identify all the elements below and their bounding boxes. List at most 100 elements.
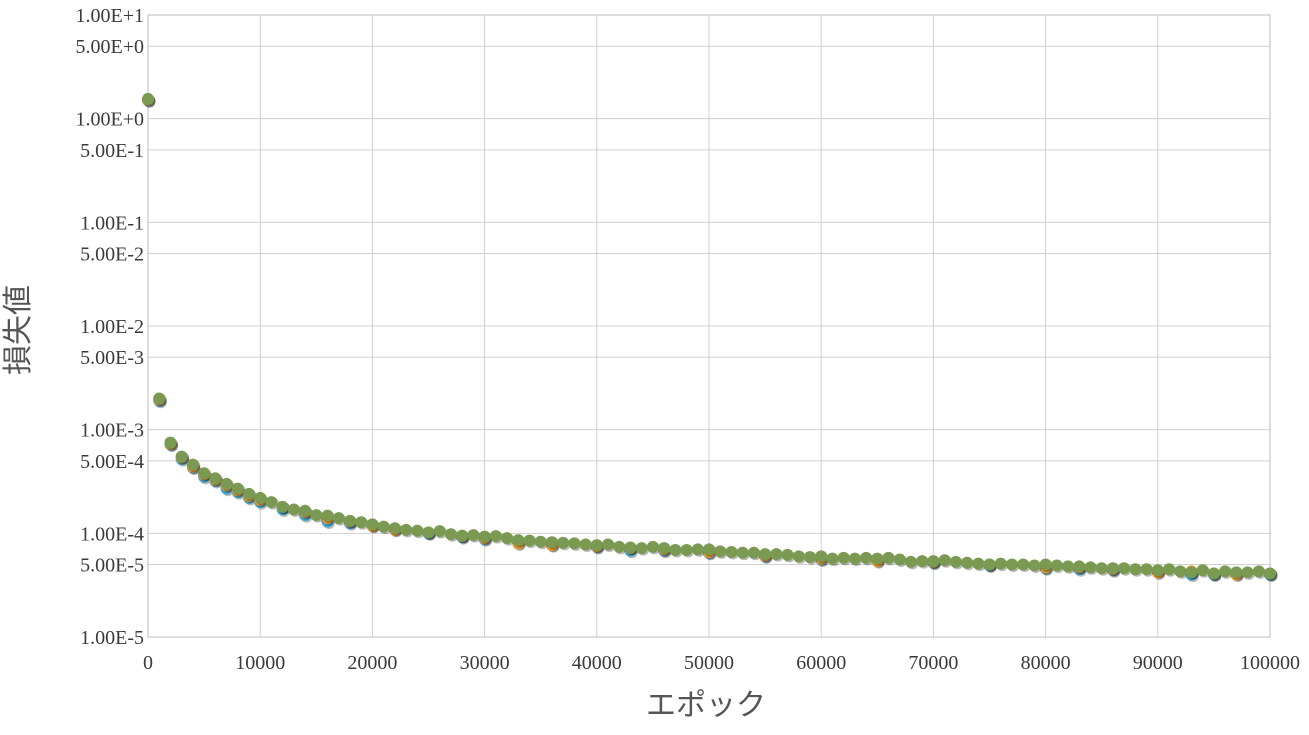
data-point <box>355 516 368 529</box>
data-point <box>310 509 323 522</box>
x-tick-label: 80000 <box>1021 652 1071 674</box>
data-point <box>590 539 603 552</box>
series-2 <box>142 93 1278 583</box>
series-3 <box>142 92 1278 581</box>
y-tick-label: 1.00E-4 <box>80 523 144 545</box>
data-point <box>1174 565 1187 578</box>
data-point <box>1062 560 1075 573</box>
data-point <box>1039 558 1052 571</box>
x-tick-label: 30000 <box>460 652 510 674</box>
data-point <box>658 542 671 555</box>
data-points <box>142 92 1278 583</box>
y-tick-label: 5.00E-3 <box>80 347 144 369</box>
data-point <box>501 532 514 545</box>
data-point <box>1151 564 1164 577</box>
data-point <box>927 555 940 568</box>
data-point <box>691 543 704 556</box>
y-tick-label: 1.00E+0 <box>76 109 145 131</box>
data-point <box>467 529 480 542</box>
y-tick-label: 1.00E-2 <box>80 316 144 338</box>
y-tick-label: 5.00E-1 <box>80 140 144 162</box>
data-point <box>613 540 626 553</box>
data-point <box>961 556 974 569</box>
data-point <box>1140 563 1153 576</box>
data-point <box>646 540 659 553</box>
plot-area-frame <box>147 14 1271 638</box>
data-point <box>220 477 233 490</box>
data-point <box>871 552 884 565</box>
data-point <box>893 553 906 566</box>
data-point <box>377 520 390 533</box>
data-point <box>882 551 895 564</box>
data-point <box>792 550 805 563</box>
x-axis-title: エポック <box>646 688 766 723</box>
data-point <box>983 558 996 571</box>
data-point <box>837 551 850 564</box>
data-point <box>523 534 536 547</box>
data-point <box>400 523 413 536</box>
data-point <box>534 535 547 548</box>
data-point <box>444 528 457 541</box>
data-point <box>478 530 491 543</box>
y-tick-label: 1.00E-3 <box>80 420 144 442</box>
data-point <box>254 491 267 504</box>
data-point <box>321 509 334 522</box>
data-point <box>1252 565 1265 578</box>
data-point <box>231 482 244 495</box>
data-point <box>781 548 794 561</box>
data-point <box>198 467 211 480</box>
data-point <box>1230 566 1243 579</box>
x-tick-label: 90000 <box>1133 652 1183 674</box>
series-1 <box>142 94 1278 583</box>
data-point <box>579 538 592 551</box>
data-point <box>456 529 469 542</box>
data-point <box>276 500 289 513</box>
data-point <box>142 92 154 105</box>
x-tick-label: 20000 <box>347 652 397 674</box>
data-point <box>1073 560 1086 573</box>
data-point <box>1017 558 1030 571</box>
y-tick-label: 1.00E-1 <box>80 212 144 234</box>
data-point <box>186 458 199 471</box>
data-point <box>703 543 715 556</box>
data-point <box>848 552 861 565</box>
data-point <box>815 550 828 563</box>
y-tick-label: 1.00E+1 <box>76 5 145 27</box>
data-point <box>803 551 816 564</box>
y-tick-label: 5.00E+0 <box>76 36 145 58</box>
data-point <box>1264 567 1276 580</box>
y-tick-label: 5.00E-2 <box>80 244 144 266</box>
data-point <box>916 555 929 568</box>
data-point <box>904 555 917 568</box>
data-point <box>860 551 873 564</box>
data-point <box>512 534 525 547</box>
x-axis-tick-labels: 0 10000 20000 30000 40000 50000 60000 70000 8000… <box>143 652 1300 674</box>
data-point <box>1196 564 1209 577</box>
data-point <box>568 537 581 550</box>
data-point <box>545 536 558 549</box>
data-point <box>388 522 401 535</box>
data-point <box>1095 562 1108 575</box>
y-axis-title: 損失値 <box>1 285 36 375</box>
y-tick-label: 1.00E-5 <box>80 627 144 649</box>
data-point <box>164 436 177 449</box>
data-point <box>1185 566 1198 579</box>
data-point <box>242 487 255 500</box>
data-point <box>736 546 749 559</box>
data-point <box>422 526 435 539</box>
data-point <box>557 536 570 549</box>
data-point <box>411 524 424 537</box>
data-point <box>1106 562 1119 575</box>
data-point <box>994 557 1007 570</box>
data-point <box>1005 558 1018 571</box>
data-point <box>265 496 278 509</box>
data-point <box>287 503 300 516</box>
data-point <box>602 538 615 551</box>
data-point <box>669 544 682 557</box>
x-tick-label: 0 <box>143 652 153 674</box>
data-point <box>153 392 166 405</box>
x-tick-label: 50000 <box>684 652 734 674</box>
data-point <box>725 546 738 559</box>
